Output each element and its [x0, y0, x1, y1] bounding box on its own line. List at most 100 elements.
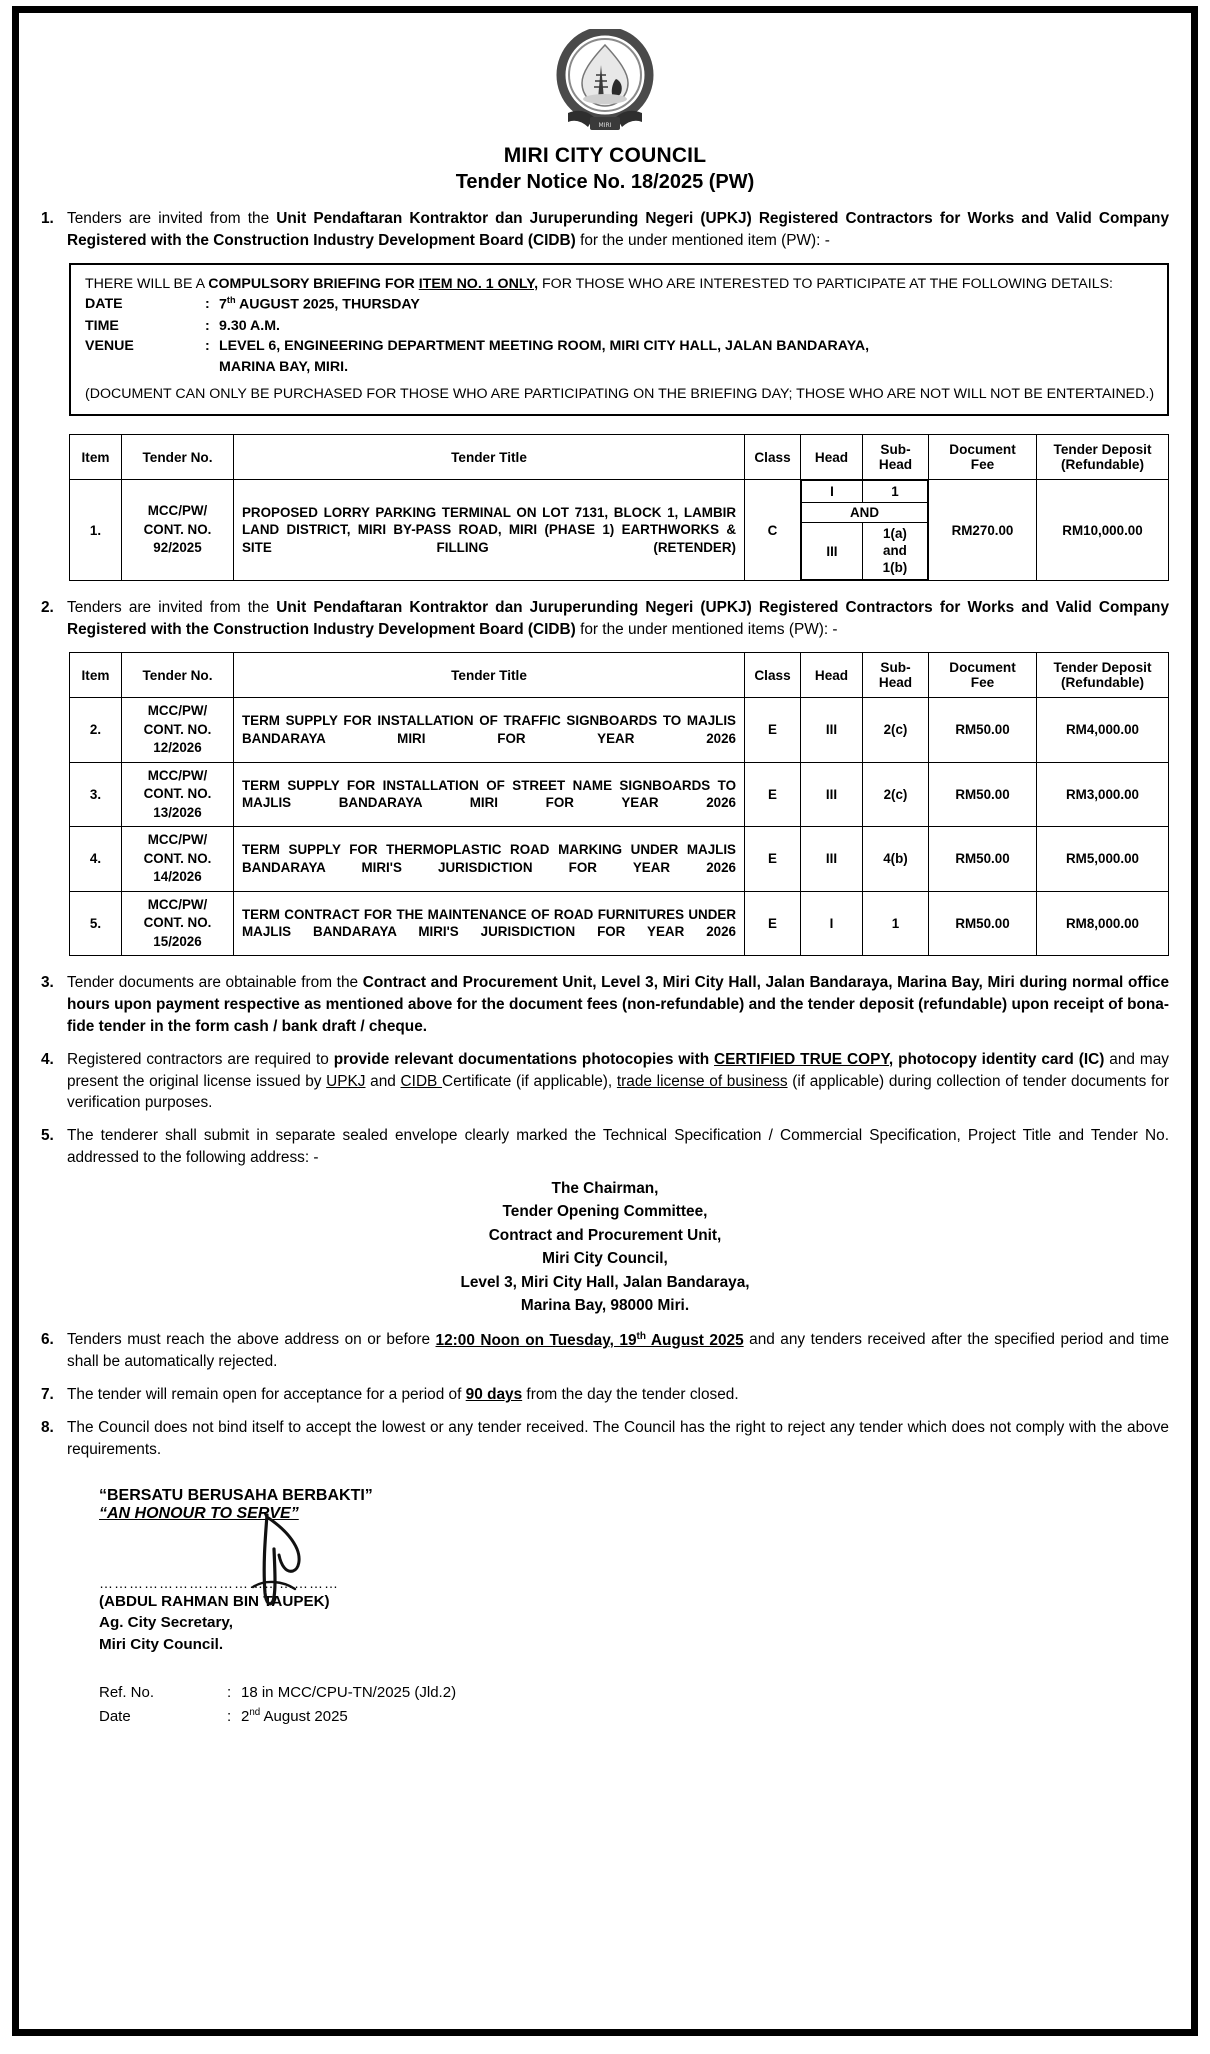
- cell-subhead: 2(c): [862, 761, 929, 828]
- th-item: Item: [69, 434, 122, 481]
- clause-7-validity-period: 90 days: [465, 1386, 523, 1404]
- th-tender-deposit: Tender Deposit (Refundable): [1036, 434, 1169, 481]
- cell-tender-no-l1: MCC/PW/: [147, 832, 208, 848]
- th-sub-head-l1: Sub-: [880, 660, 911, 676]
- briefing-lead-c: ITEM NO. 1 ONLY,: [418, 275, 539, 292]
- table-row: 1. MCC/PW/ CONT. NO. 92/2025 PROPOSED LO…: [69, 479, 1169, 582]
- cell-tender-no-l1: MCC/PW/: [147, 703, 208, 719]
- clause-6-deadline-ordinal: th: [636, 1330, 646, 1342]
- cell-subhead-2-l1: 1(a): [883, 526, 907, 542]
- clause-4-text-c: and: [365, 1072, 401, 1090]
- clause-5: 5. The tenderer shall submit in separate…: [41, 1125, 1169, 1169]
- th-class: Class: [744, 434, 801, 481]
- clause-3: 3. Tender documents are obtainable from …: [41, 972, 1169, 1038]
- th-fee-l2: Fee: [970, 457, 995, 473]
- clause-2-text-a: Tenders are invited from the: [67, 599, 277, 617]
- briefing-lead: THERE WILL BE A COMPULSORY BRIEFING FOR …: [85, 274, 1155, 295]
- clause-8: 8. The Council does not bind itself to a…: [41, 1417, 1169, 1461]
- ref-no-value: 18 in MCC/CPU-TN/2025 (Jld.2): [241, 1683, 457, 1701]
- organization-title: MIRI CITY COUNCIL: [503, 144, 707, 167]
- th-document-fee: Document Fee: [928, 434, 1037, 481]
- clause-7: 7. The tender will remain open for accep…: [41, 1384, 1169, 1406]
- tender-table-2: Item Tender No. Tender Title Class Head …: [69, 652, 1169, 957]
- signature-block: “BERSATU BERUSAHA BERBAKTI” “AN HONOUR T…: [99, 1487, 1169, 1655]
- clause-6-number: 6.: [41, 1331, 54, 1349]
- clause-4-underline-cidb: CIDB: [400, 1072, 443, 1090]
- th-fee-l2: Fee: [970, 675, 995, 691]
- clause-1-text-b: for the under mentioned item (PW): -: [575, 231, 830, 249]
- briefing-date-rest: AUGUST 2025, THURSDAY: [235, 297, 420, 314]
- cell-subhead: 4(b): [862, 826, 929, 892]
- cell-tender-deposit: RM8,000.00: [1036, 890, 1169, 957]
- date-value: 2nd August 2025: [241, 1705, 348, 1729]
- briefing-date-value: 7th AUGUST 2025, THURSDAY: [219, 294, 1155, 315]
- th-tender-title: Tender Title: [233, 434, 745, 481]
- signature-dotted-line: …………………………………………: [99, 1574, 339, 1591]
- th-sub-head: Sub- Head: [862, 434, 929, 481]
- cell-tender-no: MCC/PW/ CONT. NO. 92/2025: [121, 479, 234, 582]
- cell-tender-title: TERM SUPPLY FOR THERMOPLASTIC ROAD MARKI…: [233, 826, 745, 892]
- cell-tender-deposit: RM10,000.00: [1036, 479, 1169, 582]
- briefing-time-label: TIME: [85, 317, 119, 334]
- briefing-lead-a: THERE WILL BE A: [85, 275, 209, 292]
- cell-class: C: [744, 479, 801, 582]
- table-row: 2. MCC/PW/CONT. NO. 12/2026 TERM SUPPLY F…: [69, 697, 1169, 763]
- clause-6-text-b: and any tenders received after the speci…: [67, 1331, 1169, 1371]
- th-head: Head: [800, 652, 863, 699]
- clause-6-deadline-pre: 12:00 Noon on Tuesday, 19: [435, 1331, 637, 1349]
- cell-tender-no-l2: CONT. NO.: [143, 786, 212, 802]
- clause-1: 1. Tenders are invited from the Unit Pen…: [41, 208, 1169, 252]
- address-line: Marina Bay, 98000 Miri.: [520, 1297, 690, 1315]
- address-line: Level 3, Miri City Hall, Jalan Bandaraya…: [460, 1273, 750, 1291]
- th-class: Class: [744, 652, 801, 699]
- compulsory-briefing-box: THERE WILL BE A COMPULSORY BRIEFING FOR …: [69, 262, 1169, 417]
- table-row: 3. MCC/PW/CONT. NO. 13/2026 TERM SUPPLY F…: [69, 761, 1169, 828]
- cell-document-fee: RM50.00: [928, 890, 1037, 957]
- th-tender-no: Tender No.: [121, 434, 234, 481]
- clause-5-number: 5.: [41, 1127, 54, 1145]
- table-2-header-row: Item Tender No. Tender Title Class Head …: [69, 652, 1169, 699]
- address-line: Tender Opening Committee,: [502, 1203, 708, 1221]
- address-line: Contract and Procurement Unit,: [488, 1226, 722, 1244]
- clause-8-body: The Council does not bind itself to acce…: [67, 1419, 1169, 1459]
- th-fee-l1: Document: [949, 442, 1016, 458]
- cell-tender-no: MCC/PW/CONT. NO. 12/2026: [121, 697, 234, 763]
- cell-document-fee: RM50.00: [928, 826, 1037, 892]
- cell-tender-no-l2: CONT. NO.: [143, 521, 212, 537]
- cell-tender-no: MCC/PW/CONT. NO. 13/2026: [121, 761, 234, 828]
- cell-head-2: III: [801, 522, 863, 581]
- cell-tender-title: TERM SUPPLY FOR INSTALLATION OF TRAFFIC …: [233, 697, 745, 763]
- cell-tender-no-l3: 15/2026: [153, 933, 202, 949]
- cell-class: E: [744, 826, 801, 892]
- council-crest-logo: MIRI: [41, 23, 1169, 142]
- cell-tender-no-l2: CONT. NO.: [143, 915, 212, 931]
- cell-head: III: [800, 697, 863, 763]
- clause-7-number: 7.: [41, 1386, 54, 1404]
- reference-row: Ref. No. : 18 in MCC/CPU-TN/2025 (Jld.2): [99, 1681, 1169, 1705]
- cell-tender-title: TERM SUPPLY FOR INSTALLATION OF STREET N…: [233, 761, 745, 828]
- clause-3-text-a: Tender documents are obtainable from the: [67, 974, 363, 992]
- cell-tender-no-l2: CONT. NO.: [143, 850, 212, 866]
- clause-1-body: Tenders are invited from the Unit Pendaf…: [67, 208, 1169, 252]
- date-label: Date: [99, 1707, 131, 1725]
- clause-4-underline-upkj: UPKJ: [326, 1072, 366, 1090]
- clause-1-number: 1.: [41, 210, 54, 227]
- cell-item: 1.: [69, 479, 122, 582]
- cell-document-fee: RM50.00: [928, 697, 1037, 763]
- briefing-lead-b: COMPULSORY BRIEFING FOR: [208, 275, 419, 292]
- cell-subhead: 1: [862, 890, 929, 957]
- document-frame: MIRI MIRI CITY COUNCIL Tender Notice No.…: [12, 6, 1198, 2036]
- th-dep-l2: (Refundable): [1060, 457, 1145, 473]
- date-value-rest: August 2025: [260, 1707, 348, 1725]
- table-1-header-row: Item Tender No. Tender Title Class Head …: [69, 434, 1169, 481]
- clause-4-text-a: Registered contractors are required to: [67, 1050, 334, 1068]
- clause-2-bold: Unit Pendaftaran Kontraktor dan Juruperu…: [67, 599, 1170, 639]
- cell-head-subhead-group: I 1 AND III 1(a) and 1(b): [800, 479, 929, 582]
- cell-document-fee: RM270.00: [928, 479, 1037, 582]
- clause-4-body: Registered contractors are required to p…: [67, 1049, 1169, 1115]
- cell-head: I: [800, 890, 863, 957]
- handwritten-signature-icon: [239, 1509, 359, 1623]
- briefing-time-value: 9.30 A.M.: [219, 317, 280, 334]
- notice-title: Tender Notice No. 18/2025 (PW): [455, 171, 755, 193]
- cell-tender-no: MCC/PW/CONT. NO. 14/2026: [121, 826, 234, 892]
